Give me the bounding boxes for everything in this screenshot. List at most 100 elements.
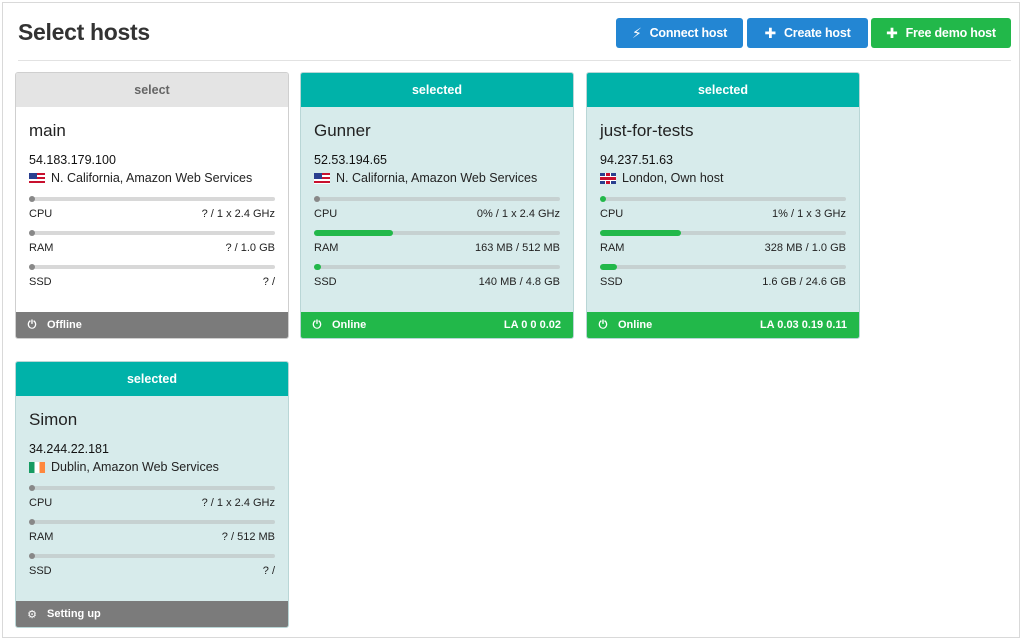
cpu-usage-fill (600, 196, 606, 202)
power-icon: ⏻︎ (598, 318, 608, 331)
host-card[interactable]: selected Simon 34.244.22.181 Dublin, Ama… (15, 361, 289, 628)
cpu-usage-fill (314, 196, 320, 202)
page-header: Select hosts ⚡︎ Connect host ✚ Create ho… (18, 17, 1011, 61)
flag-ie-icon (29, 461, 45, 473)
ram-label: RAM (29, 242, 54, 254)
cpu-value: ? / 1 x 2.4 GHz (201, 208, 275, 220)
create-host-label: Create host (783, 26, 851, 40)
metric-ram: RAM ? / 512 MB (29, 519, 275, 543)
ram-usage-bar (29, 519, 275, 525)
ram-label: RAM (314, 242, 339, 254)
ssd-label: SSD (29, 276, 52, 288)
host-name: main (29, 121, 66, 140)
ssd-value: ? / (262, 276, 275, 288)
flag-gb-icon (600, 172, 616, 184)
host-ip: 54.183.179.100 (29, 153, 116, 167)
metric-ssd: SSD ? / (29, 264, 275, 288)
host-status: Offline (47, 319, 82, 331)
metric-cpu: CPU 0% / 1 x 2.4 GHz (314, 196, 560, 220)
select-toggle[interactable]: select (16, 73, 288, 107)
metric-ssd: SSD 1.6 GB / 24.6 GB (600, 264, 846, 288)
host-ip: 52.53.194.65 (314, 153, 387, 167)
flag-us-icon (29, 172, 45, 184)
flag-us-icon (314, 172, 330, 184)
host-location-text: N. California, Amazon Web Services (51, 171, 253, 185)
free-demo-host-label: Free demo host (905, 26, 996, 40)
free-demo-host-button[interactable]: ✚ Free demo host (871, 18, 1011, 48)
host-ip: 34.244.22.181 (29, 442, 109, 456)
select-toggle[interactable]: selected (587, 73, 859, 107)
cpu-usage-fill (29, 485, 35, 491)
metric-ssd: SSD 140 MB / 4.8 GB (314, 264, 560, 288)
host-load-average: LA 0.03 0.19 0.11 (759, 319, 847, 331)
ram-usage-fill (29, 519, 35, 525)
cpu-usage-bar (29, 485, 275, 491)
ram-usage-fill (29, 230, 35, 236)
ssd-value: 1.6 GB / 24.6 GB (762, 276, 846, 288)
host-card[interactable]: select main 54.183.179.100 N. California… (15, 72, 289, 339)
connect-host-label: Connect host (649, 26, 728, 40)
cpu-label: CPU (29, 497, 53, 509)
metric-cpu: CPU ? / 1 x 2.4 GHz (29, 196, 275, 220)
cpu-label: CPU (314, 208, 338, 220)
create-host-button[interactable]: ✚ Create host (747, 18, 868, 48)
ram-value: ? / 512 MB (221, 531, 275, 543)
plug-icon: ⚡︎ (631, 25, 642, 41)
host-card[interactable]: selected Gunner 52.53.194.65 N. Californ… (300, 72, 574, 339)
host-location: London, Own host (600, 171, 723, 185)
ram-usage-fill (600, 230, 681, 236)
host-ip: 94.237.51.63 (600, 153, 673, 167)
ssd-usage-fill (29, 553, 35, 559)
ram-label: RAM (29, 531, 54, 543)
select-toggle[interactable]: selected (301, 73, 573, 107)
ram-value: ? / 1.0 GB (225, 242, 275, 254)
power-icon: ⏻︎ (312, 318, 322, 331)
host-card[interactable]: selected just-for-tests 94.237.51.63 Lon… (586, 72, 860, 339)
ram-usage-bar (600, 230, 846, 236)
metric-ssd: SSD ? / (29, 553, 275, 577)
metric-cpu: CPU 1% / 1 x 3 GHz (600, 196, 846, 220)
ssd-label: SSD (29, 565, 52, 577)
ssd-label: SSD (314, 276, 337, 288)
host-status: Setting up (47, 608, 101, 620)
ram-usage-bar (29, 230, 275, 236)
ram-label: RAM (600, 242, 625, 254)
host-location-text: Dublin, Amazon Web Services (51, 460, 219, 474)
cpu-label: CPU (600, 208, 624, 220)
cpu-usage-fill (29, 196, 35, 202)
host-status-bar: ⚙ Setting up (16, 601, 288, 627)
host-location: N. California, Amazon Web Services (29, 171, 252, 185)
plus-icon: ✚ (886, 25, 898, 41)
ssd-value: ? / (262, 565, 275, 577)
metric-ram: RAM 328 MB / 1.0 GB (600, 230, 846, 254)
host-name: Simon (29, 410, 78, 429)
ssd-usage-bar (29, 264, 275, 270)
ssd-usage-fill (314, 264, 321, 270)
select-toggle[interactable]: selected (16, 362, 288, 396)
metric-ram: RAM ? / 1.0 GB (29, 230, 275, 254)
cpu-usage-bar (600, 196, 846, 202)
host-name: Gunner (314, 121, 371, 140)
ram-usage-bar (314, 230, 560, 236)
ssd-label: SSD (600, 276, 623, 288)
ssd-usage-bar (29, 553, 275, 559)
plus-icon: ✚ (764, 25, 776, 41)
ram-value: 328 MB / 1.0 GB (764, 242, 846, 254)
cpu-value: 1% / 1 x 3 GHz (772, 208, 846, 220)
gear-icon: ⚙ (27, 608, 37, 621)
connect-host-button[interactable]: ⚡︎ Connect host (616, 18, 743, 48)
host-location-text: London, Own host (622, 171, 724, 185)
ssd-usage-fill (600, 264, 617, 270)
metric-ram: RAM 163 MB / 512 MB (314, 230, 560, 254)
ssd-usage-fill (29, 264, 35, 270)
host-name: just-for-tests (600, 121, 694, 140)
cpu-value: 0% / 1 x 2.4 GHz (476, 208, 560, 220)
page-title: Select hosts (18, 19, 150, 45)
cpu-label: CPU (29, 208, 53, 220)
host-status-bar: ⏻︎ Online LA 0 0 0.02 (301, 312, 573, 338)
host-status-bar: ⏻︎ Offline (16, 312, 288, 338)
host-status-bar: ⏻︎ Online LA 0.03 0.19 0.11 (587, 312, 859, 338)
ssd-usage-bar (314, 264, 560, 270)
metric-cpu: CPU ? / 1 x 2.4 GHz (29, 485, 275, 509)
